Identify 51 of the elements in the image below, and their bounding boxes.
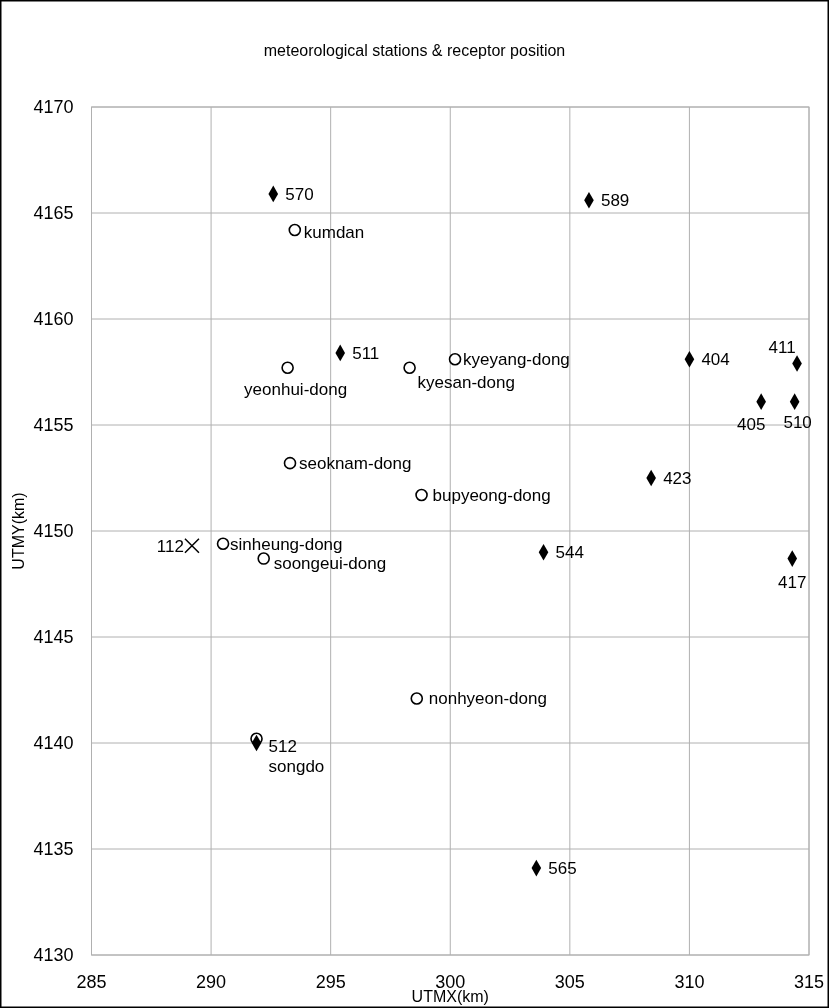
annotation: kumdan: [303, 222, 365, 242]
point: [184, 538, 200, 554]
annotation: songdo: [268, 756, 325, 776]
annotation: bupyeong-dong: [432, 485, 551, 505]
annotation: 423: [663, 468, 692, 488]
annotation: kyeyang-dong: [463, 350, 570, 370]
point: [216, 537, 230, 551]
y-tick-label: 4130: [33, 945, 74, 966]
y-tick-label: 4170: [33, 97, 74, 118]
annotation: 589: [600, 191, 630, 211]
annotation: 512: [268, 736, 297, 756]
annotation: 411: [768, 338, 796, 358]
x-tick-label: 295: [315, 972, 346, 992]
annotation: yeonhui-dong: [244, 379, 348, 399]
x-tick-label: 290: [196, 972, 227, 992]
annotation: 112: [156, 536, 184, 556]
point: [448, 352, 462, 366]
x-tick-label: 315: [793, 972, 825, 992]
annotation: 511: [352, 343, 380, 363]
x-axis-title: UTMX(km): [411, 988, 489, 1005]
point: [410, 692, 424, 705]
annotation: 404: [701, 350, 730, 370]
y-tick-label: 4150: [33, 521, 74, 542]
point: [288, 223, 302, 237]
annotation: 565: [548, 859, 577, 879]
annotation: soongeui-dong: [273, 553, 387, 573]
annotation: 417: [778, 572, 807, 592]
annotation: 570: [285, 184, 314, 204]
chart-title: meteorological stations & receptor position: [263, 42, 566, 59]
x-tick-label: 310: [674, 972, 705, 992]
y-tick-label: 4155: [33, 415, 74, 436]
annotation: sinheung-dong: [230, 534, 343, 554]
x-tick-label: 305: [554, 972, 585, 992]
point: [403, 361, 416, 375]
annotation: 405: [736, 414, 766, 434]
annotation: kyesan-dong: [417, 372, 515, 392]
y-tick-label: 4145: [33, 627, 74, 648]
annotation: 544: [555, 543, 584, 563]
point: [283, 456, 297, 470]
x-tick-label: 285: [76, 972, 107, 992]
point: [415, 488, 428, 502]
y-tick-label: 4140: [33, 733, 74, 754]
point: [281, 361, 294, 375]
annotation: 510: [783, 412, 812, 432]
y-tick-label: 4165: [33, 203, 74, 224]
y-tick-label: 4160: [33, 309, 74, 330]
y-tick-label: 4135: [33, 839, 74, 860]
annotation: seoknam-dong: [299, 454, 412, 474]
annotation: nonhyeon-dong: [428, 689, 547, 709]
point: [257, 552, 270, 565]
y-axis-title: UTMY(km): [10, 492, 27, 570]
